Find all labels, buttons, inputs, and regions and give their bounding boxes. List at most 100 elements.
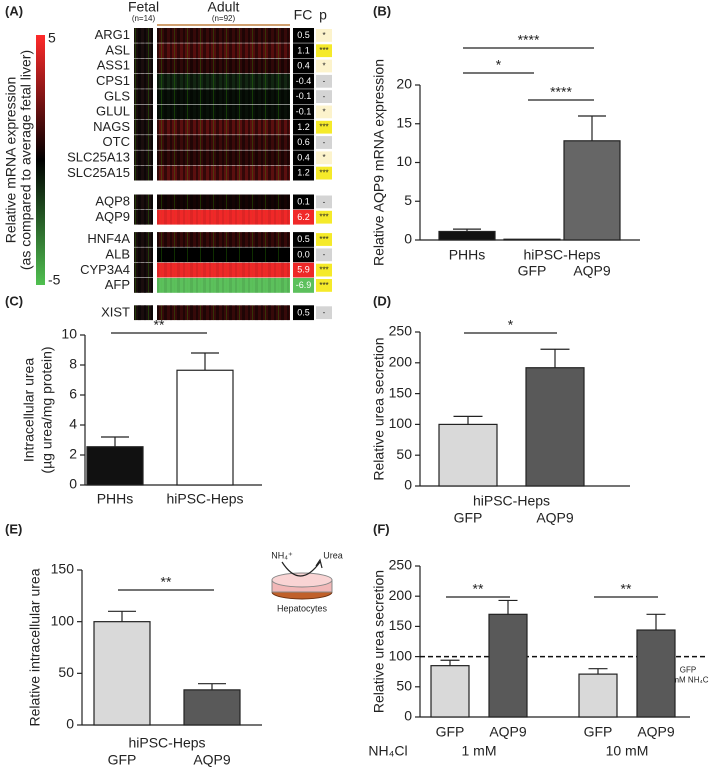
fc-label: 5.9 bbox=[297, 265, 310, 275]
y-axis-label: Relative urea secretion bbox=[371, 570, 387, 713]
p-label: *** bbox=[319, 281, 328, 290]
x-tick-label: AQP9 bbox=[536, 510, 574, 526]
p-cell bbox=[316, 151, 332, 165]
fetal-texture bbox=[134, 262, 153, 278]
y-tick-label: 250 bbox=[389, 557, 413, 573]
fetal-texture bbox=[134, 209, 153, 225]
p-cell bbox=[316, 120, 332, 134]
gene-label: CPS1 bbox=[96, 73, 130, 88]
bar bbox=[503, 238, 561, 241]
gene-label: AFP bbox=[105, 277, 130, 292]
adult-texture bbox=[157, 305, 290, 321]
gene-label: OTC bbox=[103, 134, 130, 149]
y-tick-label: 10 bbox=[396, 153, 412, 169]
y-tick-label: 0 bbox=[404, 231, 412, 247]
x-tick-label: hiPSC-Heps bbox=[166, 491, 243, 507]
significance-label: **** bbox=[550, 84, 572, 100]
y-axis-label: Relative intracellular urea bbox=[27, 568, 43, 726]
adult-texture bbox=[157, 262, 290, 278]
panel-label: (C) bbox=[5, 293, 23, 308]
gene-label: CYP3A4 bbox=[80, 262, 130, 277]
fc-label: 0.6 bbox=[297, 137, 310, 147]
y-tick-label: 100 bbox=[389, 415, 413, 431]
x-tick-label: AQP9 bbox=[489, 724, 527, 740]
y-tick-label: 150 bbox=[389, 384, 413, 400]
panel-label: (F) bbox=[373, 521, 390, 536]
fc-label: 6.2 bbox=[297, 212, 310, 222]
gene-label: XIST bbox=[101, 304, 130, 319]
bar bbox=[578, 673, 618, 718]
x-tick-label: AQP9 bbox=[573, 263, 611, 279]
fetal-texture bbox=[134, 104, 153, 120]
p-header: p bbox=[319, 7, 327, 23]
p-cell bbox=[316, 233, 332, 246]
gene-label: GLS bbox=[104, 88, 130, 103]
adult-texture bbox=[157, 89, 290, 104]
gene-label: GLUL bbox=[96, 104, 130, 119]
fc-cell bbox=[293, 232, 314, 247]
adult-texture bbox=[157, 150, 290, 166]
panel-label: (A) bbox=[5, 3, 23, 18]
fc-label: 0.4 bbox=[297, 152, 310, 162]
adult-texture bbox=[157, 232, 290, 247]
y-tick-label: 0 bbox=[404, 477, 412, 493]
y-tick-label: 50 bbox=[396, 678, 412, 694]
p-label: *** bbox=[319, 213, 328, 222]
x-tick-label: GFP bbox=[436, 724, 465, 740]
p-label: - bbox=[323, 308, 326, 317]
p-label: *** bbox=[319, 46, 328, 55]
y-tick-label: 200 bbox=[389, 587, 413, 603]
p-cell bbox=[316, 90, 332, 103]
column-n: (n=14) bbox=[132, 14, 156, 23]
x-tick-label: AQP9 bbox=[193, 752, 231, 768]
p-label: *** bbox=[319, 265, 328, 274]
y-tick-label: 150 bbox=[389, 617, 413, 633]
p-cell bbox=[316, 136, 332, 149]
fetal-texture bbox=[134, 58, 153, 74]
x-tick-label: GFP bbox=[584, 724, 613, 740]
reference-label: GFP bbox=[680, 666, 696, 675]
column-n: (n=92) bbox=[212, 14, 236, 23]
fetal-texture bbox=[134, 73, 153, 89]
p-label: * bbox=[322, 31, 325, 40]
fetal-texture bbox=[134, 232, 153, 247]
fetal-texture bbox=[134, 135, 153, 150]
colorbar-tick-label: 5 bbox=[48, 30, 56, 46]
fetal-texture bbox=[134, 119, 153, 135]
fc-cell bbox=[293, 150, 314, 166]
y-tick-label: 8 bbox=[69, 356, 77, 372]
adult-texture bbox=[157, 278, 290, 293]
significance-label: **** bbox=[518, 32, 540, 48]
fetal-texture bbox=[134, 165, 153, 181]
y-axis-label: Intracellular urea bbox=[21, 358, 37, 462]
adult-texture bbox=[157, 104, 290, 120]
p-label: * bbox=[322, 107, 325, 116]
p-label: - bbox=[323, 250, 326, 259]
bar bbox=[183, 689, 241, 726]
y-axis-label: Relative urea secretion bbox=[371, 337, 387, 480]
p-cell bbox=[316, 44, 332, 58]
y-tick-label: 100 bbox=[51, 612, 75, 628]
inset-output: Urea bbox=[323, 550, 343, 560]
gene-label: AQP9 bbox=[95, 209, 130, 224]
bar bbox=[86, 446, 144, 486]
group-label: 10 mM bbox=[606, 743, 649, 759]
fetal-texture bbox=[134, 305, 153, 321]
adult-texture bbox=[157, 135, 290, 150]
gene-label: ALB bbox=[105, 246, 130, 261]
y-tick-label: 250 bbox=[389, 323, 413, 339]
bar bbox=[488, 613, 528, 718]
column-header: Fetal bbox=[128, 0, 159, 15]
fc-cell bbox=[293, 278, 314, 293]
inset-caption: Hepatocytes bbox=[277, 603, 328, 613]
p-cell bbox=[316, 248, 332, 262]
y-tick-label: 0 bbox=[404, 708, 412, 724]
x-tick-label: PHHs bbox=[97, 491, 134, 507]
significance-label: ** bbox=[621, 581, 632, 597]
fc-label: 0.5 bbox=[297, 307, 310, 317]
y-tick-label: 50 bbox=[396, 446, 412, 462]
inset-input: NH₄⁺ bbox=[271, 550, 293, 560]
p-cell bbox=[316, 195, 332, 209]
significance-label: ** bbox=[473, 581, 484, 597]
